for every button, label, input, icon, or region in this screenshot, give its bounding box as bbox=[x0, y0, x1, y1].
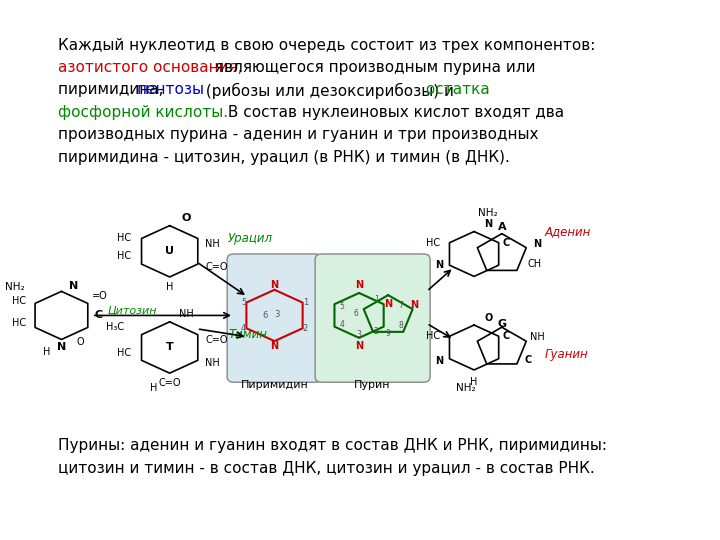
Text: N: N bbox=[410, 300, 418, 310]
Text: O: O bbox=[181, 213, 191, 223]
Text: 2: 2 bbox=[374, 327, 379, 336]
Text: 5: 5 bbox=[340, 302, 344, 311]
Text: H: H bbox=[42, 347, 50, 357]
Text: 9: 9 bbox=[386, 329, 390, 338]
Text: NH: NH bbox=[179, 309, 193, 319]
Text: фосфорной кислоты.: фосфорной кислоты. bbox=[58, 105, 228, 120]
Text: C: C bbox=[525, 355, 532, 365]
Text: NH₂: NH₂ bbox=[479, 208, 498, 218]
Text: HC: HC bbox=[117, 233, 131, 244]
Text: пиримидина,: пиримидина, bbox=[58, 83, 168, 97]
Text: Цитозин: Цитозин bbox=[107, 306, 156, 315]
Text: производных пурина - аденин и гуанин и три производных: производных пурина - аденин и гуанин и т… bbox=[58, 127, 539, 143]
Text: C=O: C=O bbox=[158, 379, 181, 388]
Text: Аденин: Аденин bbox=[545, 225, 591, 238]
Text: HC: HC bbox=[12, 318, 27, 328]
Text: N: N bbox=[533, 239, 541, 249]
Text: 1: 1 bbox=[374, 295, 379, 304]
Text: NH: NH bbox=[205, 239, 220, 248]
Text: =O: =O bbox=[92, 291, 107, 301]
Text: NH: NH bbox=[205, 358, 220, 368]
Text: N: N bbox=[435, 260, 443, 270]
Text: азотистого основания,: азотистого основания, bbox=[58, 60, 243, 75]
Text: Каждый нуклеотид в свою очередь состоит из трех компонентов:: Каждый нуклеотид в свою очередь состоит … bbox=[58, 37, 595, 52]
Text: C: C bbox=[503, 238, 510, 248]
Text: H: H bbox=[150, 383, 157, 394]
Text: NH: NH bbox=[530, 332, 545, 342]
Text: пиримидина - цитозин, урацил (в РНК) и тимин (в ДНК).: пиримидина - цитозин, урацил (в РНК) и т… bbox=[58, 150, 510, 165]
Text: 5: 5 bbox=[241, 298, 246, 307]
Text: C: C bbox=[95, 310, 103, 320]
Text: N: N bbox=[384, 299, 392, 309]
Text: H: H bbox=[470, 377, 478, 387]
Text: U: U bbox=[165, 246, 174, 256]
Text: T: T bbox=[166, 342, 174, 353]
Text: O: O bbox=[76, 337, 84, 347]
Text: Пиримидин: Пиримидин bbox=[240, 380, 308, 389]
Text: 6: 6 bbox=[263, 311, 268, 320]
Text: 3: 3 bbox=[356, 330, 361, 339]
Text: HC: HC bbox=[12, 296, 27, 306]
Text: HC: HC bbox=[117, 252, 131, 261]
Text: пентозы: пентозы bbox=[137, 83, 204, 97]
Text: N: N bbox=[57, 342, 66, 352]
Text: HC: HC bbox=[117, 348, 131, 357]
Text: Пурины: аденин и гуанин входят в состав ДНК и РНК, пиримидины:: Пурины: аденин и гуанин входят в состав … bbox=[58, 438, 607, 454]
Text: 1: 1 bbox=[303, 298, 308, 307]
Text: A: A bbox=[498, 221, 506, 232]
Text: N: N bbox=[355, 280, 363, 291]
Text: Урацил: Урацил bbox=[228, 232, 273, 245]
Text: NH₂: NH₂ bbox=[456, 383, 475, 394]
Text: 4: 4 bbox=[340, 320, 344, 329]
Text: 2: 2 bbox=[303, 324, 308, 333]
Text: остатка: остатка bbox=[421, 83, 490, 97]
Text: Гуанин: Гуанин bbox=[545, 348, 589, 361]
Text: N: N bbox=[485, 219, 492, 230]
Text: C: C bbox=[503, 331, 510, 341]
Text: являющегося производным пурина или: являющегося производным пурина или bbox=[210, 60, 536, 75]
Text: Пурин: Пурин bbox=[354, 380, 391, 389]
Text: C=O: C=O bbox=[205, 262, 228, 272]
Text: (рибозы или дезоксирибозы) и: (рибозы или дезоксирибозы) и bbox=[202, 83, 454, 99]
Text: 3: 3 bbox=[274, 309, 280, 319]
Text: HC: HC bbox=[426, 331, 440, 341]
Text: 8: 8 bbox=[399, 321, 403, 330]
Text: N: N bbox=[271, 341, 279, 351]
Text: Тимин: Тимин bbox=[228, 328, 267, 341]
Text: CH: CH bbox=[528, 259, 541, 269]
Text: N: N bbox=[69, 281, 78, 292]
FancyBboxPatch shape bbox=[315, 254, 430, 382]
Text: N: N bbox=[271, 280, 279, 290]
FancyBboxPatch shape bbox=[227, 254, 322, 382]
Text: 7: 7 bbox=[399, 301, 403, 310]
Text: C=O: C=O bbox=[205, 335, 228, 345]
Text: H₃C: H₃C bbox=[106, 322, 124, 332]
Text: N: N bbox=[355, 341, 363, 350]
Text: В состав нуклеиновых кислот входят два: В состав нуклеиновых кислот входят два bbox=[223, 105, 564, 120]
Text: G: G bbox=[498, 319, 506, 329]
Text: H: H bbox=[166, 282, 174, 292]
Text: 4: 4 bbox=[241, 324, 246, 333]
Text: 6: 6 bbox=[354, 309, 359, 318]
Text: O: O bbox=[484, 313, 492, 323]
Text: цитозин и тимин - в состав ДНК, цитозин и урацил - в состав РНК.: цитозин и тимин - в состав ДНК, цитозин … bbox=[58, 461, 595, 476]
Text: NH₂: NH₂ bbox=[5, 281, 25, 292]
Text: N: N bbox=[435, 356, 443, 366]
Text: HC: HC bbox=[426, 238, 440, 248]
